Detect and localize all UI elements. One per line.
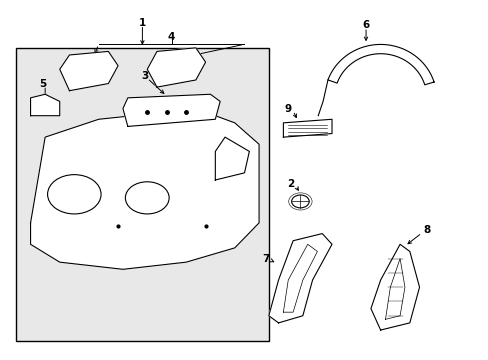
Polygon shape — [30, 109, 259, 269]
Polygon shape — [30, 94, 60, 116]
Polygon shape — [122, 94, 220, 126]
Polygon shape — [370, 244, 419, 330]
Text: 1: 1 — [139, 18, 146, 28]
Text: 7: 7 — [262, 253, 269, 264]
Polygon shape — [268, 234, 331, 323]
Text: 8: 8 — [422, 225, 429, 235]
Text: 5: 5 — [39, 78, 46, 89]
Polygon shape — [60, 51, 118, 91]
Circle shape — [291, 195, 308, 208]
Text: 2: 2 — [286, 179, 294, 189]
Polygon shape — [327, 44, 433, 85]
Polygon shape — [215, 137, 249, 180]
Text: 4: 4 — [167, 32, 175, 42]
Polygon shape — [147, 48, 205, 87]
Text: 3: 3 — [141, 71, 148, 81]
Text: 9: 9 — [284, 104, 291, 113]
Polygon shape — [283, 119, 331, 137]
Circle shape — [125, 182, 169, 214]
Text: 6: 6 — [362, 19, 369, 30]
FancyBboxPatch shape — [16, 48, 268, 341]
Circle shape — [47, 175, 101, 214]
